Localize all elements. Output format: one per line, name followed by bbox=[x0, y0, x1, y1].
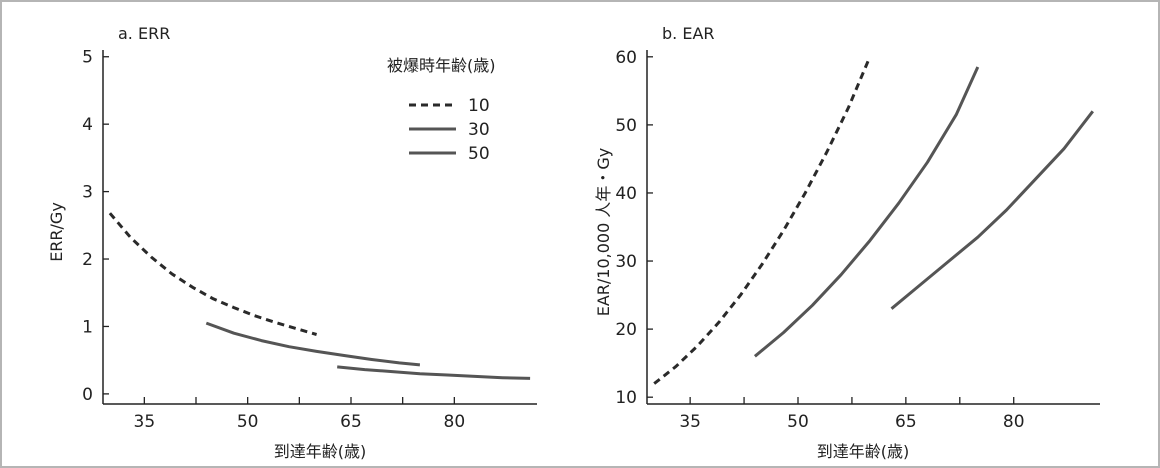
legend-label-50: 50 bbox=[468, 144, 490, 164]
panel-b-y-tick-label: 60 bbox=[615, 48, 637, 68]
panel-a-x-tick-label: 65 bbox=[340, 412, 362, 432]
panel-b-series-50-line bbox=[890, 110, 1094, 310]
panel-a-xlabel: 到達年齢(歳) bbox=[274, 442, 367, 461]
panel-a-x-tick-label: 50 bbox=[237, 412, 259, 432]
panel-a-ylabel: ERR/Gy bbox=[47, 202, 66, 262]
panel-a-plot: 0 1 2 3 4 5 35 50 65 80 bbox=[82, 48, 537, 432]
panel-b-x-tick-label: 80 bbox=[1003, 412, 1025, 432]
legend-label-10: 10 bbox=[468, 96, 490, 116]
panel-b-x-tick-label: 35 bbox=[679, 412, 701, 432]
panel-a-series-30-line bbox=[205, 321, 421, 367]
panel-b-y-tick-label: 30 bbox=[615, 252, 637, 272]
panel-b-xlabel: 到達年齢(歳) bbox=[817, 442, 910, 461]
panel-b-y-tick-label: 50 bbox=[615, 116, 637, 136]
panel-a-y-tick-label: 2 bbox=[82, 250, 93, 270]
panel-a-series-10-line bbox=[108, 212, 318, 336]
panel-b-plot: 10 20 30 40 50 60 35 50 65 80 bbox=[615, 48, 1100, 432]
legend-label-30: 30 bbox=[468, 120, 490, 140]
panel-b-ylabel: EAR/10,000 人年・Gy bbox=[594, 148, 613, 317]
panel-b-series-30-line bbox=[753, 66, 980, 358]
panel-b-title: b. EAR bbox=[662, 24, 715, 43]
panel-a-y-tick-label: 0 bbox=[82, 385, 93, 405]
panel-b-series-10-line bbox=[653, 56, 872, 385]
panel-a-y-tick-label: 4 bbox=[82, 115, 93, 135]
panel-b-x-tick-label: 65 bbox=[895, 412, 917, 432]
panel-b-y-tick-label: 20 bbox=[615, 320, 637, 340]
panel-a-y-tick-label: 1 bbox=[82, 317, 93, 337]
panel-b-y-tick-label: 10 bbox=[615, 388, 637, 408]
panel-b-x-tick-label: 50 bbox=[787, 412, 809, 432]
panel-a-series-50-line bbox=[337, 365, 531, 380]
panel-a-x-tick-label: 80 bbox=[444, 412, 466, 432]
panel-a-y-tick-label: 5 bbox=[82, 48, 93, 68]
legend-title: 被爆時年齢(歳) bbox=[387, 56, 496, 75]
panel-a-title: a. ERR bbox=[118, 24, 170, 43]
panel-b-y-tick-label: 40 bbox=[615, 184, 637, 204]
legend: 10 30 50 bbox=[409, 96, 490, 164]
panel-a-y-tick-label: 3 bbox=[82, 183, 93, 203]
panel-a-x-tick-label: 35 bbox=[134, 412, 156, 432]
